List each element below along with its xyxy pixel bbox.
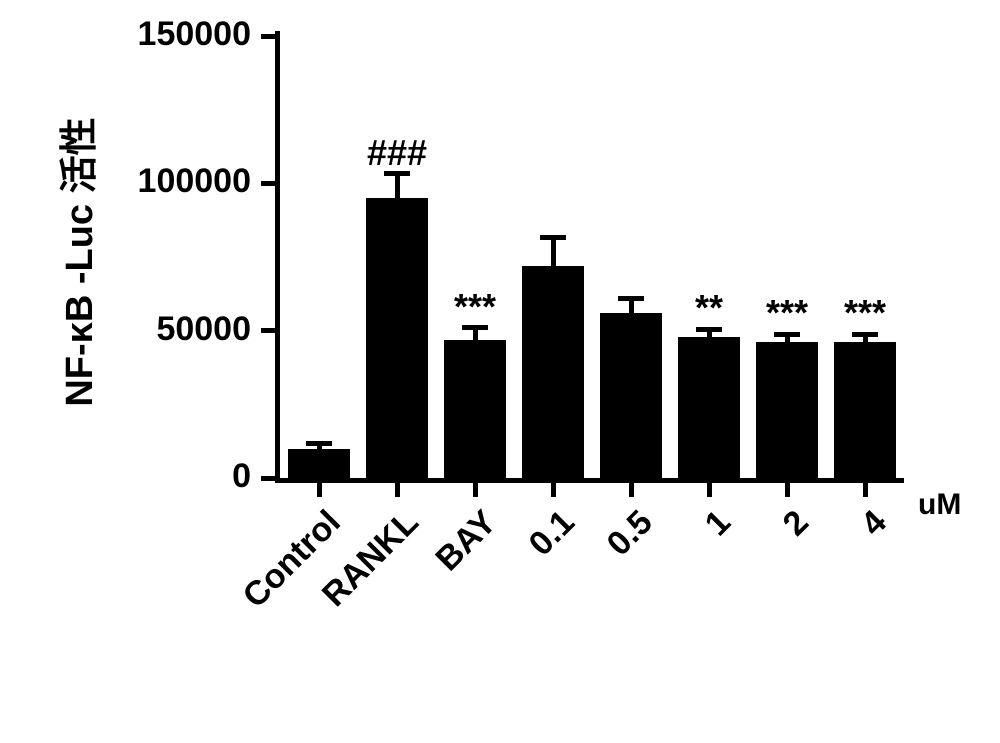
- error-cap: [306, 441, 332, 446]
- x-tick: [317, 483, 322, 497]
- bar: [600, 313, 662, 478]
- plot-area: 050000100000150000Control###RANKL***BAY0…: [280, 36, 904, 478]
- y-tick-label: 100000: [91, 162, 251, 201]
- x-tick: [395, 483, 400, 497]
- x-tick: [785, 483, 790, 497]
- bar-annotation: ***: [415, 286, 535, 328]
- x-tick: [707, 483, 712, 497]
- y-axis-line: [275, 31, 280, 483]
- x-axis-unit-label: uM: [918, 488, 961, 522]
- error-bar: [551, 238, 556, 266]
- error-cap: [540, 235, 566, 240]
- y-tick-label: 50000: [91, 310, 251, 349]
- y-tick-label: 0: [91, 457, 251, 496]
- y-tick-label: 150000: [91, 15, 251, 54]
- y-tick: [261, 34, 275, 39]
- y-tick: [261, 476, 275, 481]
- bar: [522, 266, 584, 478]
- bar: [444, 340, 506, 478]
- y-axis-title: NF-κB -Luc 活性: [48, 42, 92, 482]
- figure: NF-κB -Luc 活性 050000100000150000Control#…: [0, 0, 1000, 637]
- bar: [678, 337, 740, 478]
- x-tick: [629, 483, 634, 497]
- x-axis-line: [275, 478, 904, 483]
- bar-annotation: ###: [337, 132, 457, 174]
- bar: [288, 449, 350, 478]
- bar-annotation: ***: [805, 292, 925, 334]
- bar: [756, 342, 818, 478]
- x-tick: [473, 483, 478, 497]
- error-cap: [618, 296, 644, 301]
- bar: [366, 198, 428, 478]
- x-tick: [551, 483, 556, 497]
- y-tick: [261, 181, 275, 186]
- x-tick: [863, 483, 868, 497]
- error-bar: [395, 174, 400, 198]
- bar: [834, 342, 896, 478]
- y-tick: [261, 328, 275, 333]
